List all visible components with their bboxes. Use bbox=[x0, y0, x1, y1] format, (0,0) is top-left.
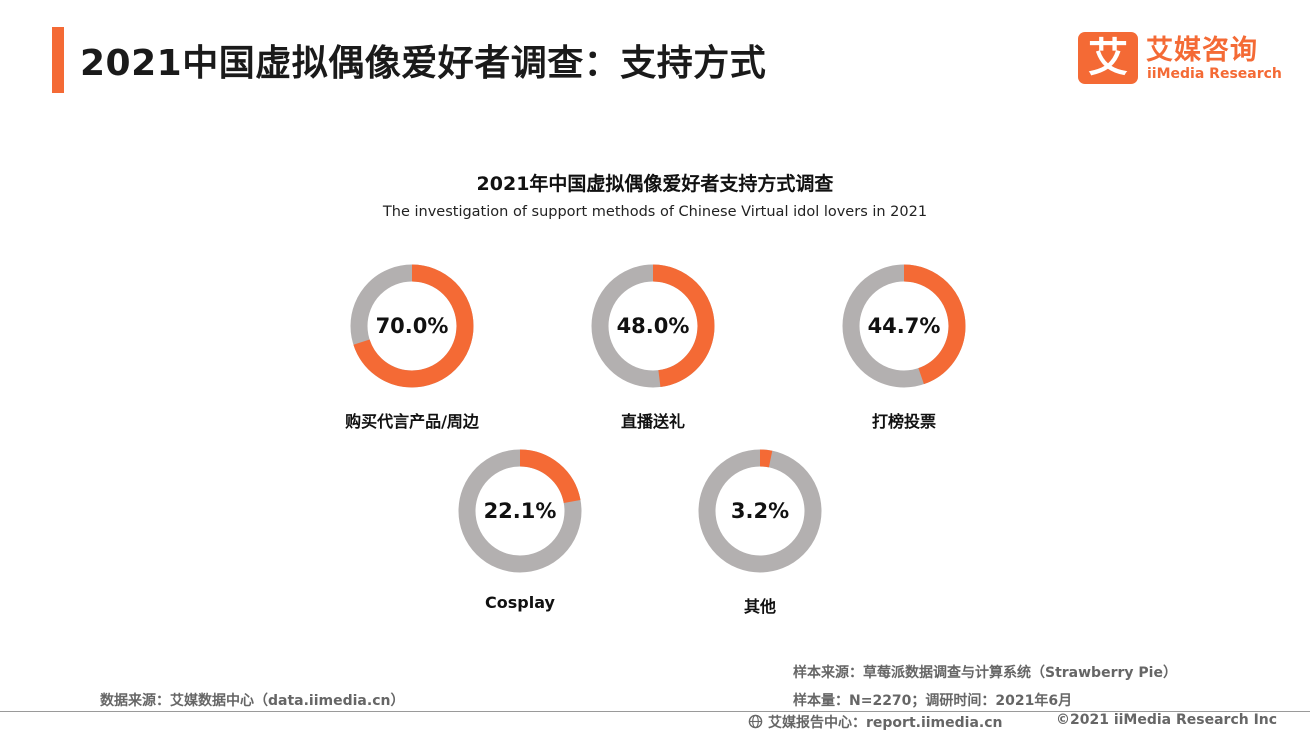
donut-value-arc bbox=[458, 449, 582, 573]
donut-category-label: 直播送礼 bbox=[620, 412, 685, 431]
donut-value-arc bbox=[350, 264, 474, 388]
donut-value-label: 70.0% bbox=[375, 314, 449, 338]
title-accent-bar bbox=[52, 27, 64, 93]
donut-ring bbox=[458, 449, 582, 573]
data-source-note: 数据来源：艾媒数据中心（data.iimedia.cn） bbox=[100, 693, 405, 709]
chart-subtitle: The investigation of support methods of … bbox=[382, 204, 928, 220]
donut-item: 70.0% 购买代言产品/周边 bbox=[292, 262, 532, 437]
sample-source-note: 样本来源：草莓派数据调查与计算系统（Strawberry Pie） bbox=[793, 665, 1177, 681]
donut-item: 44.7% 打榜投票 bbox=[784, 262, 1024, 437]
donut-item: 22.1% Cosplay bbox=[400, 447, 640, 622]
donut-value-label: 48.0% bbox=[616, 314, 690, 338]
logo-mark: 艾 bbox=[1078, 32, 1138, 84]
page-title: 2021中国虚拟偶像爱好者调查：支持方式 bbox=[80, 43, 767, 84]
donut-value-label: 3.2% bbox=[730, 499, 790, 523]
donut-category-label: 打榜投票 bbox=[871, 412, 936, 431]
donut-ring bbox=[698, 449, 822, 573]
donut-value-label: 44.7% bbox=[867, 314, 941, 338]
chart-title: 2021年中国虚拟偶像爱好者支持方式调查 bbox=[476, 173, 834, 195]
donut-value-arc bbox=[698, 449, 822, 573]
donut-ring bbox=[350, 264, 474, 388]
report-center-link[interactable]: 艾媒报告中心：report.iimedia.cn bbox=[768, 715, 1003, 731]
donut-value-label: 22.1% bbox=[483, 499, 557, 523]
donut-ring bbox=[842, 264, 966, 388]
donut-category-label: Cosplay bbox=[485, 593, 555, 612]
donut-category-label: 购买代言产品/周边 bbox=[345, 412, 479, 431]
donut-item: 48.0% 直播送礼 bbox=[533, 262, 773, 437]
donut-value-arc bbox=[842, 264, 966, 388]
donut-item: 3.2% 其他 bbox=[640, 447, 880, 622]
sample-size-note: 样本量：N=2270；调研时间：2021年6月 bbox=[793, 693, 1073, 709]
copyright-text: ©2021 iiMedia Research Inc bbox=[1056, 712, 1278, 728]
donut-value-arc bbox=[591, 264, 715, 388]
donut-category-label: 其他 bbox=[743, 597, 776, 616]
iimedia-logo: 艾 艾媒咨询 iiMedia Research bbox=[1078, 32, 1293, 88]
logo-name-cn: 艾媒咨询 bbox=[1146, 35, 1258, 66]
logo-name-en: iiMedia Research bbox=[1147, 66, 1282, 82]
donut-ring bbox=[591, 264, 715, 388]
footer-divider bbox=[0, 711, 1310, 712]
globe-icon bbox=[748, 714, 763, 729]
